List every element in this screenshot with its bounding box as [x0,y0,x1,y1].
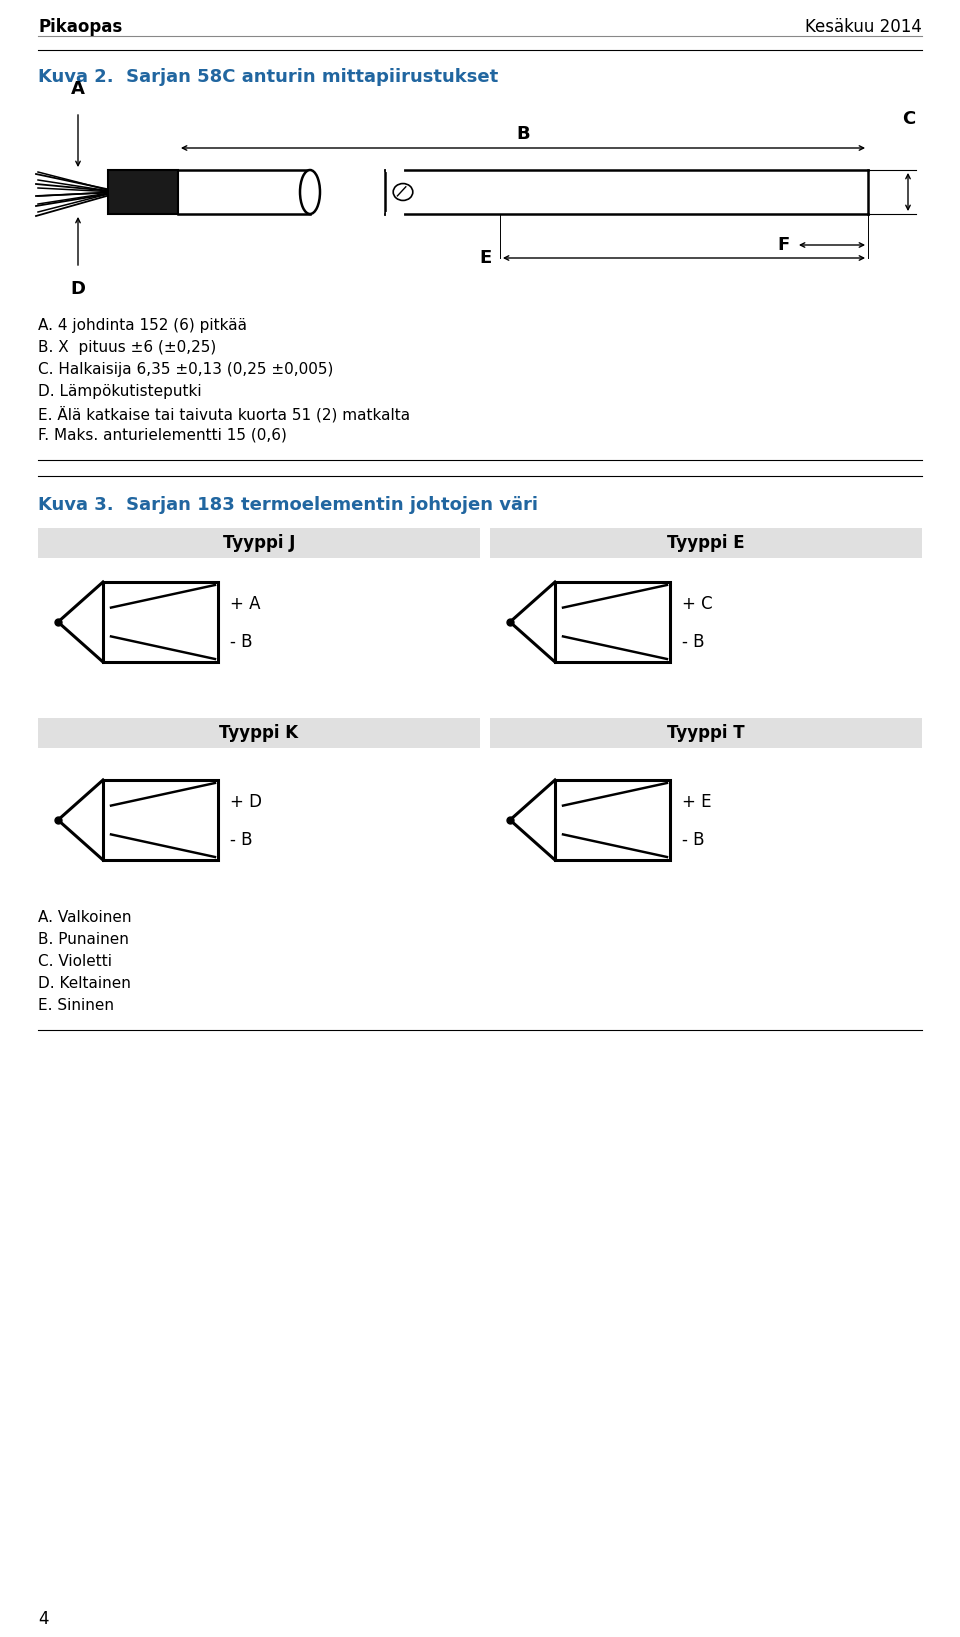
Text: E. Älä katkaise tai taivuta kuorta 51 (2) matkalta: E. Älä katkaise tai taivuta kuorta 51 (2… [38,406,410,422]
Text: D: D [70,280,85,298]
Text: 4: 4 [38,1611,49,1629]
Polygon shape [38,719,480,748]
Text: D. Keltainen: D. Keltainen [38,976,131,990]
Polygon shape [103,583,218,661]
Text: B. Punainen: B. Punainen [38,931,129,946]
Polygon shape [555,583,670,661]
Text: B. X  pituus ±6 (±0,25): B. X pituus ±6 (±0,25) [38,340,216,355]
Text: F. Maks. anturielementti 15 (0,6): F. Maks. anturielementti 15 (0,6) [38,427,287,444]
Text: F: F [778,236,790,254]
Text: E: E [480,249,492,267]
Text: C: C [902,110,915,128]
Text: Tyyppi E: Tyyppi E [667,534,745,552]
Text: + C: + C [682,594,712,612]
Polygon shape [103,779,218,859]
Text: A. Valkoinen: A. Valkoinen [38,910,132,925]
Text: Tyyppi K: Tyyppi K [220,724,299,742]
Ellipse shape [300,170,320,214]
Text: D. Lämpökutisteputki: D. Lämpökutisteputki [38,385,202,399]
Text: Pikaopas: Pikaopas [38,18,122,36]
Text: Kesäkuu 2014: Kesäkuu 2014 [805,18,922,36]
Text: - B: - B [230,832,252,850]
Text: - B: - B [230,634,252,652]
Polygon shape [490,719,922,748]
Text: B: B [516,124,530,142]
Text: A: A [71,80,84,98]
Polygon shape [555,779,670,859]
Text: Tyyppi T: Tyyppi T [667,724,745,742]
Polygon shape [108,170,178,214]
Text: Kuva 2.  Sarjan 58C anturin mittapiirustukset: Kuva 2. Sarjan 58C anturin mittapiirustu… [38,69,498,87]
Text: Tyyppi J: Tyyppi J [223,534,295,552]
Text: C. Halkaisija 6,35 ±0,13 (0,25 ±0,005): C. Halkaisija 6,35 ±0,13 (0,25 ±0,005) [38,362,333,377]
Text: + E: + E [682,792,711,810]
Ellipse shape [394,183,413,200]
Text: A. 4 johdinta 152 (6) pitkää: A. 4 johdinta 152 (6) pitkää [38,318,247,332]
Polygon shape [490,529,922,558]
Text: + A: + A [230,594,260,612]
Polygon shape [38,529,480,558]
Text: + D: + D [230,792,262,810]
Text: Kuva 3.  Sarjan 183 termoelementin johtojen väri: Kuva 3. Sarjan 183 termoelementin johtoj… [38,496,538,514]
Text: C. Violetti: C. Violetti [38,954,112,969]
Text: - B: - B [682,832,705,850]
Text: E. Sininen: E. Sininen [38,999,114,1013]
Text: - B: - B [682,634,705,652]
